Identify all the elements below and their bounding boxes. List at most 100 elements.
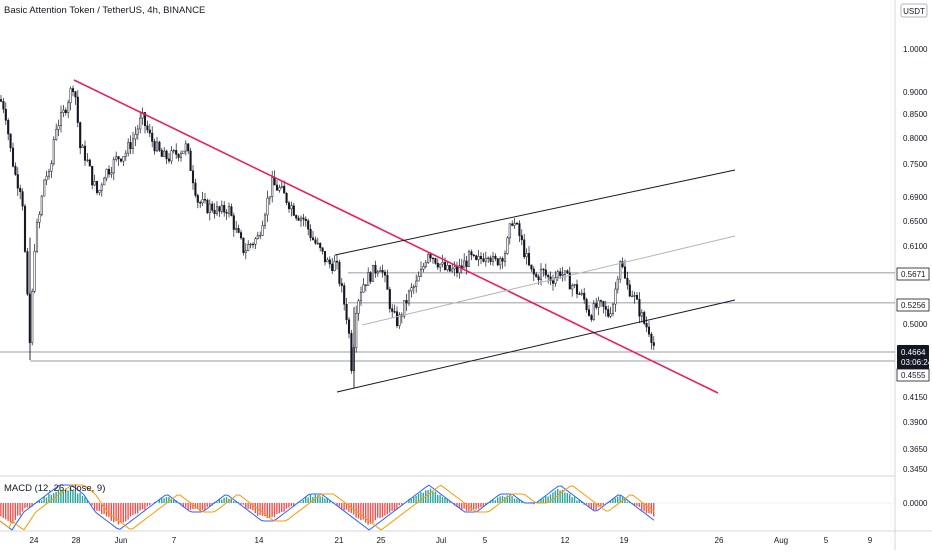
candle-body <box>463 261 465 268</box>
macd-indicator-label[interactable]: MACD (12, 26, close, 9) <box>4 483 105 494</box>
macd-histogram-bar <box>384 503 385 516</box>
candle-body <box>593 304 595 320</box>
candle-body <box>307 221 309 229</box>
macd-histogram-bar <box>130 503 131 516</box>
macd-histogram-bar <box>569 494 570 503</box>
candle-body <box>487 258 489 259</box>
candle-body <box>168 159 170 161</box>
macd-histogram-bar <box>77 494 78 503</box>
candle-body <box>276 185 278 190</box>
time-tick-label: 21 <box>335 536 344 545</box>
macd-histogram-bar <box>382 503 383 517</box>
candle <box>31 289 33 346</box>
candle-body <box>226 212 228 213</box>
candle-body <box>511 224 513 226</box>
candle-body <box>0 99 2 101</box>
candle-body <box>432 258 434 259</box>
candle-body <box>581 293 583 294</box>
candle-body <box>653 343 655 346</box>
macd-histogram-bar <box>516 499 517 503</box>
macd-histogram-bar <box>514 499 515 503</box>
candle-body <box>523 240 525 257</box>
candle-body <box>557 272 559 278</box>
candle-body <box>562 274 564 275</box>
candle-body <box>101 185 103 190</box>
candle-body <box>211 204 213 210</box>
macd-histogram-bar <box>223 498 224 503</box>
macd-histogram-bar <box>173 500 174 503</box>
macd-histogram-bar <box>495 500 496 503</box>
candle-body <box>415 281 417 287</box>
candle-body <box>331 264 333 271</box>
macd-histogram-bar <box>461 503 462 510</box>
macd-histogram-bar <box>276 503 277 514</box>
candle-body <box>394 311 396 312</box>
candle-body <box>634 295 636 296</box>
price-tick-label: 1.0000 <box>903 45 928 54</box>
candle-body <box>639 299 641 316</box>
candle-body <box>617 279 619 289</box>
candle-body <box>67 103 69 113</box>
macd-histogram-bar <box>286 503 287 509</box>
candle-body <box>252 244 254 245</box>
candle-body <box>497 259 499 265</box>
macd-histogram-bar <box>420 492 421 503</box>
macd-histogram-bar <box>639 503 640 507</box>
macd-histogram-bar <box>259 503 260 515</box>
macd-histogram-bar <box>367 503 368 525</box>
candle-body <box>504 254 506 262</box>
candle-body <box>336 261 338 262</box>
candle-body <box>408 291 410 303</box>
candle-body <box>281 186 283 187</box>
candle-body <box>72 88 74 91</box>
time-tick-label: 9 <box>868 536 873 545</box>
candle-body <box>631 296 633 297</box>
time-tick-label: 26 <box>715 536 724 545</box>
candle-body <box>269 197 271 199</box>
macd-histogram-bar <box>161 498 162 503</box>
candle-body <box>255 239 257 245</box>
candle-body <box>43 180 45 196</box>
candle-body <box>209 204 211 213</box>
macd-histogram-bar <box>567 493 568 503</box>
candle-body <box>552 281 554 284</box>
candle-body <box>34 251 36 291</box>
candle-body <box>423 266 425 269</box>
candle-body <box>451 269 453 271</box>
candle-body <box>358 301 360 313</box>
candle-body <box>257 236 259 239</box>
candle-body <box>591 316 593 320</box>
candle-body <box>317 243 319 244</box>
macd-histogram-bar <box>415 496 416 503</box>
macd-histogram-bar <box>365 503 366 523</box>
price-tick-label: 0.6100 <box>903 242 928 251</box>
candle-body <box>295 215 297 218</box>
macd-histogram-bar <box>615 498 616 503</box>
macd-histogram-bar <box>439 495 440 503</box>
candle-body <box>600 300 602 301</box>
candle-body <box>389 289 391 308</box>
macd-histogram-bar <box>166 497 167 503</box>
macd-histogram-bar <box>591 503 592 508</box>
macd-histogram-bar <box>108 503 109 517</box>
candle-body <box>288 203 290 209</box>
candle-body <box>204 199 206 200</box>
candle-body <box>207 200 209 213</box>
macd-histogram-bar <box>111 503 112 521</box>
candle-body <box>545 270 547 275</box>
candle-body <box>571 286 573 289</box>
candle-body <box>629 285 631 296</box>
macd-histogram-bar <box>96 503 97 511</box>
candle-body <box>579 294 581 295</box>
price-tick-label: 0.6500 <box>903 217 928 226</box>
candle <box>103 177 105 185</box>
candle-body <box>147 126 149 130</box>
candle-body <box>619 262 621 279</box>
candle-body <box>106 169 108 178</box>
candle-body <box>87 160 89 161</box>
macd-histogram-bar <box>281 503 282 512</box>
time-tick-label: 28 <box>72 536 81 545</box>
candle-body <box>509 224 511 238</box>
